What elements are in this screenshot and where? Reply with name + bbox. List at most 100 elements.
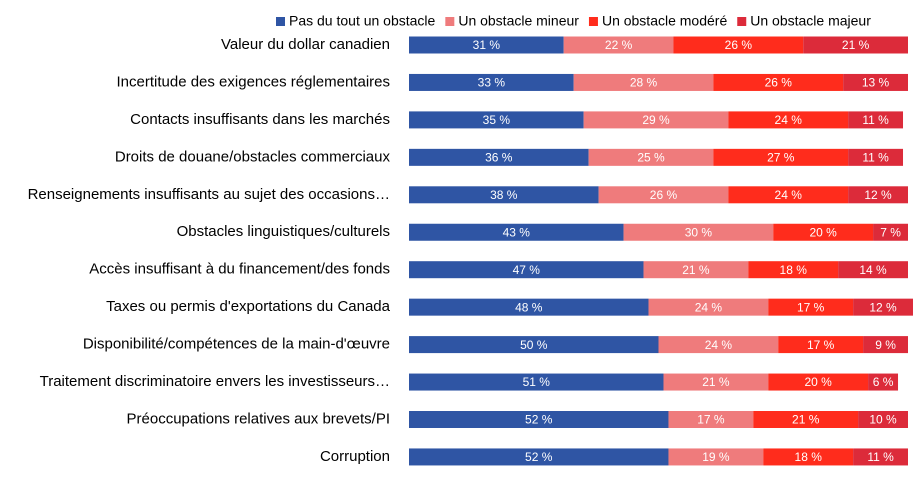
category-label: Accès insuffisant à du financement/des f… <box>89 261 390 278</box>
bar-segment <box>773 223 874 241</box>
data-label: 21 % <box>792 413 820 427</box>
bar-segment <box>658 336 779 354</box>
bar-segment <box>409 261 644 279</box>
legend-swatch <box>737 17 747 26</box>
bar-segment <box>868 373 899 391</box>
data-label: 52 % <box>525 450 553 464</box>
data-label: 11 % <box>862 113 889 127</box>
data-label: 13 % <box>862 76 890 90</box>
legend-label: Un obstacle modéré <box>602 13 728 29</box>
legend-swatch <box>276 17 285 26</box>
legend-label: Un obstacle majeur <box>750 13 871 29</box>
category-label: Disponibilité/compétences de la main-d'œ… <box>83 336 390 353</box>
bar-segment <box>848 111 904 129</box>
data-label: 25 % <box>637 151 665 165</box>
bar-segment <box>409 298 649 316</box>
data-label: 19 % <box>702 450 730 464</box>
data-label: 24 % <box>775 113 803 127</box>
bar-segment <box>668 448 764 466</box>
bar-segment <box>713 148 849 166</box>
data-label: 26 % <box>725 38 753 52</box>
bar-segment <box>858 411 908 428</box>
bar-segment <box>748 261 839 279</box>
category-label: Valeur du dollar canadien <box>221 36 390 53</box>
data-label: 21 % <box>842 38 870 52</box>
data-label: 27 % <box>767 151 795 165</box>
bar-segment <box>778 336 864 354</box>
data-label: 20 % <box>809 225 837 239</box>
bar-segment <box>409 411 669 428</box>
data-label: 17 % <box>807 338 835 352</box>
data-label: 22 % <box>605 38 633 52</box>
data-label: 24 % <box>695 300 723 314</box>
bar-segment <box>768 373 869 391</box>
bar-segment <box>843 73 908 91</box>
bar-segment <box>873 223 908 241</box>
data-label: 28 % <box>630 76 658 90</box>
bar-segment <box>768 298 854 316</box>
bar-segment <box>728 186 849 204</box>
bar-segment <box>409 448 669 466</box>
bar-segment <box>409 223 624 241</box>
data-label: 11 % <box>867 450 894 464</box>
bar-segment <box>728 111 849 129</box>
category-label: Renseignements insuffisants au sujet des… <box>28 186 390 203</box>
bar-segment <box>763 448 854 466</box>
data-label: 14 % <box>859 263 887 277</box>
bar-segment <box>409 111 584 129</box>
data-label: 9 % <box>875 338 896 352</box>
data-label: 30 % <box>685 225 713 239</box>
legend-label: Pas du tout un obstacle <box>289 13 436 29</box>
category-label: Préoccupations relatives aux brevets/PI <box>127 410 390 427</box>
data-label: 35 % <box>483 113 511 127</box>
bar-segment <box>648 298 769 316</box>
bar-segment <box>848 148 904 166</box>
bar-segment <box>409 186 599 204</box>
bar-segment <box>409 148 589 166</box>
legend-swatch <box>445 17 455 26</box>
data-label: 7 % <box>880 225 901 239</box>
data-label: 17 % <box>697 413 725 427</box>
data-label: 10 % <box>869 413 897 427</box>
bar-segment <box>853 298 913 316</box>
legend-swatch <box>588 17 598 26</box>
bar-segment <box>753 411 859 428</box>
data-label: 31 % <box>473 38 501 52</box>
bar-segment <box>838 261 908 279</box>
bar-segment <box>563 36 674 54</box>
data-label: 26 % <box>765 76 793 90</box>
bar-segment <box>863 336 908 354</box>
category-label: Contacts insuffisants dans les marchés <box>130 111 390 128</box>
data-label: 29 % <box>642 113 670 127</box>
bar-segment <box>623 223 774 241</box>
data-label: 52 % <box>525 413 553 427</box>
data-label: 17 % <box>797 300 825 314</box>
category-label: Traitement discriminatoire envers les in… <box>40 373 390 390</box>
data-label: 24 % <box>705 338 733 352</box>
data-label: 18 % <box>795 450 823 464</box>
data-label: 38 % <box>490 188 518 202</box>
bar-segment <box>663 373 769 391</box>
bar-segment <box>643 261 749 279</box>
bar-segment <box>573 73 714 91</box>
data-label: 20 % <box>805 375 833 389</box>
bar-segment <box>713 73 844 91</box>
data-label: 36 % <box>485 151 513 165</box>
bar-segment <box>409 36 564 54</box>
bar-segment <box>409 373 664 391</box>
data-label: 11 % <box>862 151 889 165</box>
data-label: 47 % <box>513 263 541 277</box>
bar-segment <box>409 73 574 91</box>
data-label: 50 % <box>520 338 548 352</box>
category-label: Incertitude des exigences réglementaires <box>117 73 391 90</box>
data-label: 6 % <box>873 375 894 389</box>
bar-segment <box>803 36 908 54</box>
data-label: 18 % <box>780 263 808 277</box>
bar-segment <box>588 148 714 166</box>
data-label: 21 % <box>682 263 710 277</box>
bar-segment <box>668 411 754 428</box>
bar-segment <box>673 36 804 54</box>
data-label: 33 % <box>478 76 506 90</box>
data-label: 12 % <box>869 300 897 314</box>
